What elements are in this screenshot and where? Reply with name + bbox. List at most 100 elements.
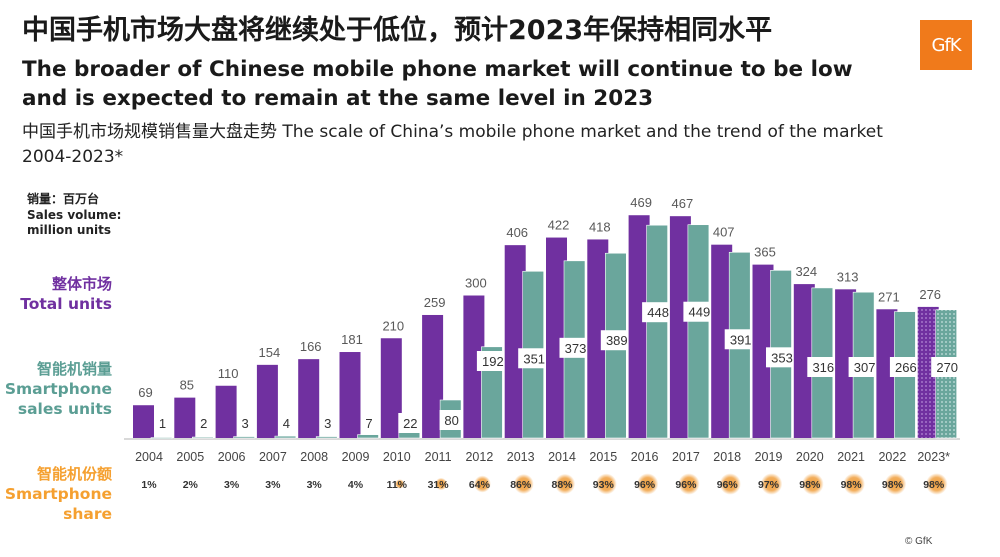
bar-total-2023* [917, 306, 939, 438]
bar-smartphone-2006 [233, 436, 255, 439]
tick-label-2023*: 2023* [917, 450, 950, 464]
bar-smartphone-2004 [150, 437, 173, 439]
tick-label-2012: 2012 [465, 450, 493, 464]
bar-total-2013 [504, 245, 526, 438]
label-total-2013: 406 [506, 225, 528, 240]
bar-smartphone-2016 [646, 224, 668, 439]
tick-label-2020: 2020 [796, 450, 824, 464]
share-label-2004: 1% [141, 479, 157, 491]
tick-label-2007: 2007 [259, 450, 287, 464]
bar-total-2012 [463, 295, 485, 438]
bar-total-2018 [711, 244, 733, 438]
label-smartphone-2011: 80 [444, 413, 458, 428]
bar-total-2021 [835, 289, 857, 438]
bar-total-2010 [380, 338, 402, 438]
tick-label-2009: 2009 [342, 450, 370, 464]
copyright: © GfK [905, 536, 933, 547]
share-dot-2020 [801, 473, 824, 495]
bar-smartphone-2007 [274, 435, 297, 439]
label-smartphone-2018: 391 [730, 332, 752, 347]
share-label-2014: 88% [551, 479, 573, 491]
share-dot-2017 [678, 473, 700, 495]
bar-total-2020 [793, 284, 815, 438]
legend-share: 智能机份额 Smartphone share [0, 463, 112, 524]
label-box-smartphone-2011 [439, 410, 464, 430]
bar-smartphone-2005 [192, 436, 214, 439]
share-dot-2022 [884, 473, 907, 495]
label-box-smartphone-2019 [766, 347, 798, 368]
label-total-2010: 210 [382, 318, 404, 333]
tick-label-2017: 2017 [672, 450, 700, 464]
label-smartphone-2021: 307 [854, 360, 876, 375]
share-label-2019: 97% [758, 479, 780, 491]
bar-total-2005 [174, 397, 196, 438]
label-box-smartphone-2021 [848, 357, 881, 377]
label-total-2006: 110 [218, 366, 239, 381]
label-box-smartphone-2020 [807, 357, 840, 377]
label-smartphone-2014: 373 [565, 341, 587, 356]
tick-label-2015: 2015 [589, 450, 617, 464]
tick-label-2013: 2013 [507, 450, 535, 464]
bar-total-2006 [215, 385, 237, 438]
label-total-2005: 85 [180, 378, 194, 393]
share-label-2023*: 98% [923, 479, 945, 491]
share-dot-2023* [925, 473, 948, 495]
label-smartphone-2013: 351 [523, 351, 545, 366]
share-label-2015: 93% [593, 479, 615, 491]
tick-label-2006: 2006 [218, 450, 246, 464]
tick-label-2014: 2014 [548, 450, 576, 464]
label-smartphone-2023*: 270 [936, 360, 958, 375]
label-total-2011: 259 [424, 295, 446, 310]
bar-smartphone-2008 [315, 436, 338, 439]
bar-smartphone-2017 [687, 224, 710, 439]
bar-total-2015 [587, 239, 609, 438]
chart-subtitle: 中国手机市场规模销售量大盘走势 The scale of China’s mob… [22, 122, 883, 167]
label-total-2007: 154 [259, 345, 281, 360]
label-smartphone-2008: 3 [324, 416, 331, 431]
share-label-2016: 96% [634, 479, 656, 491]
bar-total-2017 [669, 216, 691, 438]
label-box-smartphone-2006 [237, 413, 254, 433]
share-label-2021: 98% [841, 479, 863, 491]
label-total-2014: 422 [548, 218, 570, 233]
share-dot-2014 [554, 473, 576, 495]
share-dot-2011 [434, 477, 448, 491]
label-smartphone-2010: 22 [403, 416, 417, 431]
label-total-2015: 418 [589, 219, 611, 234]
label-smartphone-2017: 449 [689, 305, 711, 320]
share-label-2013: 86% [510, 479, 532, 491]
bar-total-2007 [256, 364, 278, 438]
share-label-2022: 98% [882, 479, 904, 491]
legend-smartphone: 智能机销量 Smartphone sales units [0, 358, 112, 419]
unit-label-en: Sales volume: million units [27, 208, 122, 237]
tick-label-2016: 2016 [631, 450, 659, 464]
share-dot-2021 [843, 473, 865, 495]
bar-total-2022 [876, 309, 898, 438]
label-box-smartphone-2005 [195, 413, 212, 433]
page-title-en: The broader of Chinese mobile phone mark… [22, 57, 853, 111]
tick-label-2022: 2022 [878, 450, 906, 464]
share-dot-2013 [513, 473, 534, 495]
label-smartphone-2004: 1 [159, 416, 166, 431]
label-box-smartphone-2015 [600, 330, 633, 351]
label-box-smartphone-2012 [476, 351, 509, 371]
share-dot-2015 [595, 473, 617, 495]
label-smartphone-2007: 4 [283, 416, 290, 431]
legend-total-cn: 整体市场 [51, 275, 112, 293]
label-total-2017: 467 [672, 196, 694, 211]
label-total-2019: 365 [754, 245, 776, 260]
tick-label-2004: 2004 [135, 450, 163, 464]
label-box-smartphone-2018 [724, 329, 757, 350]
label-box-smartphone-2004 [154, 413, 171, 433]
label-total-2021: 313 [837, 269, 859, 284]
label-box-smartphone-2007 [278, 413, 295, 433]
label-total-2008: 166 [300, 339, 322, 354]
label-smartphone-2005: 2 [200, 416, 207, 431]
share-label-2005: 2% [183, 479, 199, 491]
share-label-2010: 11% [387, 479, 408, 491]
bar-total-2019 [752, 264, 774, 438]
tick-label-2019: 2019 [755, 450, 783, 464]
bar-total-2009 [339, 352, 361, 438]
label-smartphone-2015: 389 [606, 333, 628, 348]
